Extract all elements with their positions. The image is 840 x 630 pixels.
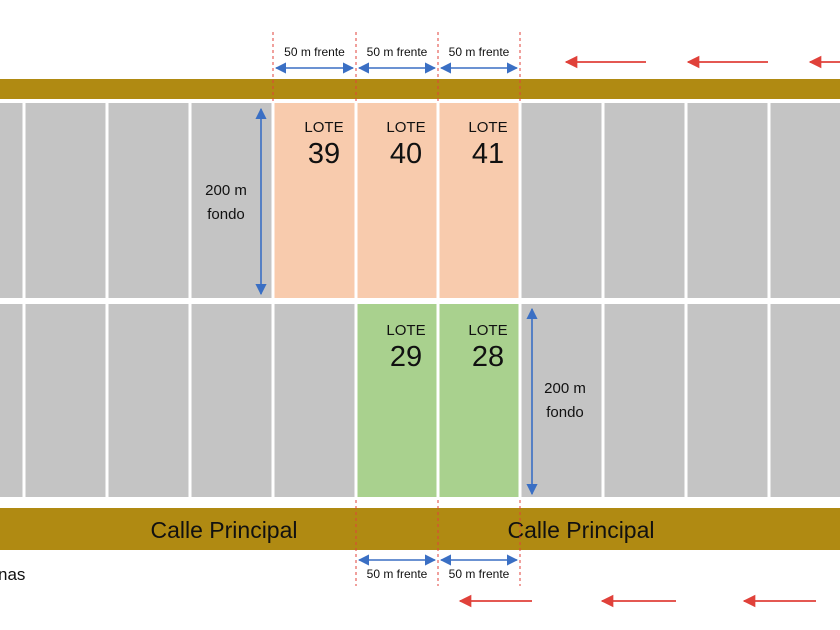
lot-39 [274,103,355,298]
frente-label: 50 m frente [449,45,510,59]
frente-label: 50 m frente [449,567,510,581]
top-row-lot [0,103,23,298]
top-row-lot [191,103,272,298]
lot-40 [357,103,437,298]
lot-label-prefix: LOTE [386,119,425,136]
top-row-lot [770,103,840,298]
lot-label-number: 40 [390,138,422,170]
road-label: Calle Principal [507,517,654,543]
top-row-lot [604,103,685,298]
top-road [0,79,840,99]
bottom-row-lot [604,304,685,497]
lot-label-number: 28 [472,341,504,373]
frente-label: 50 m frente [367,45,428,59]
fondo-label-line2: fondo [546,404,584,421]
bottom-row-lot [521,304,602,497]
fondo-label-line1: 200 m [544,380,586,397]
lot-label-prefix: LOTE [468,322,507,339]
lot-label-prefix: LOTE [468,119,507,136]
lot-28 [439,304,519,497]
bottom-row-lot [191,304,272,497]
bottom-row-lot [274,304,355,497]
frente-label: 50 m frente [284,45,345,59]
lot-29 [357,304,437,497]
cropped-text: nas [0,565,25,584]
lot-label-number: 29 [390,341,422,373]
top-row-lot [25,103,106,298]
top-row-lot [521,103,602,298]
bottom-row-lot [25,304,106,497]
bottom-row-lot [770,304,840,497]
lot-label-prefix: LOTE [304,119,343,136]
lot-label-prefix: LOTE [386,322,425,339]
fondo-label-line2: fondo [207,206,245,223]
bottom-row-lot [687,304,768,497]
lot-label-number: 41 [472,138,504,170]
bottom-row-lot [0,304,23,497]
bottom-row-lot [108,304,189,497]
frente-label: 50 m frente [367,567,428,581]
road-label: Calle Principal [150,517,297,543]
fondo-label-line1: 200 m [205,182,247,199]
lot-41 [439,103,519,298]
top-row-lot [687,103,768,298]
lot-label-number: 39 [308,138,340,170]
top-row-lot [108,103,189,298]
bottom-road [0,508,840,550]
